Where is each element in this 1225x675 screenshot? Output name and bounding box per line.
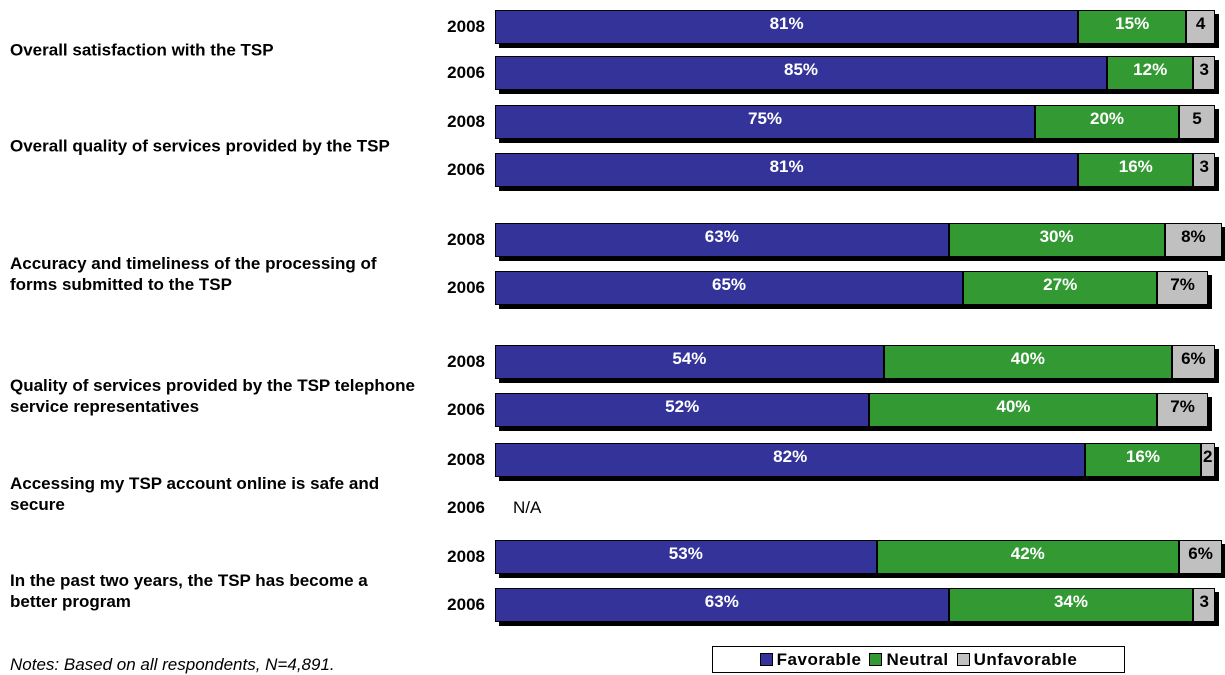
value-label: 81% [769, 157, 804, 176]
legend-swatch [759, 653, 773, 666]
bar-segment [495, 345, 884, 379]
value-label: 40% [1010, 349, 1045, 368]
legend-swatch [869, 653, 883, 666]
year-label: 2006 [447, 595, 485, 614]
bar-segment [1078, 10, 1187, 44]
value-label: 54% [672, 349, 707, 368]
legend-swatch [956, 653, 970, 666]
value-label: 65% [711, 275, 747, 294]
value-label: 20% [1089, 109, 1125, 128]
year-label: 2006 [447, 160, 485, 179]
legend: Favorable Neutral Unfavorable [712, 646, 1125, 673]
value-label: 63% [704, 227, 739, 246]
group-label: In the past two years, the TSP has becom… [10, 571, 368, 611]
bar-segment [495, 271, 963, 305]
legend-item: Neutral [869, 650, 948, 670]
value-label: 6% [1188, 544, 1213, 563]
bar-segment [1193, 588, 1215, 622]
value-label: 2 [1203, 447, 1213, 466]
year-label: 2006 [447, 278, 485, 297]
value-label: 27% [1043, 275, 1078, 294]
group-label: Accuracy and timeliness of the processin… [10, 254, 377, 294]
bar-segment [495, 10, 1079, 44]
value-label: 53% [668, 544, 703, 563]
bar-segment [495, 540, 877, 574]
bar-segment [883, 345, 1172, 379]
value-label: 52% [665, 397, 700, 416]
value-label: 8% [1181, 227, 1206, 246]
year-label: 2006 [447, 400, 485, 419]
year-label: 2008 [447, 230, 485, 249]
value-label: 3 [1199, 157, 1209, 176]
value-label: 16% [1118, 157, 1153, 176]
value-label: 6% [1181, 349, 1206, 368]
group-label: Overall satisfaction with the TSP [10, 40, 274, 60]
bar-segment [495, 443, 1086, 477]
bar-segment [495, 153, 1079, 187]
bar-segment [963, 271, 1158, 305]
value-label: 3 [1199, 592, 1209, 611]
group-label: Quality of services provided by the TSP … [10, 376, 415, 416]
year-label: 2008 [447, 17, 485, 36]
value-label: 85% [783, 60, 819, 79]
bar-segment [1157, 393, 1208, 427]
value-label: 40% [996, 397, 1031, 416]
bar-segment [1193, 153, 1215, 187]
value-label: 12% [1133, 60, 1168, 79]
bar-segment [495, 56, 1107, 90]
bar-segment [1200, 443, 1215, 477]
year-label: 2006 [447, 498, 485, 517]
legend-label: Unfavorable [973, 649, 1078, 669]
bar-segment [1179, 105, 1215, 139]
bar-segment [1035, 105, 1179, 139]
value-label: 5 [1192, 109, 1202, 128]
group-label: Accessing my TSP account online is safe … [10, 474, 380, 514]
bar-segment [948, 223, 1165, 257]
value-label: 3 [1199, 60, 1209, 79]
bar-segment [1078, 153, 1194, 187]
year-label: 2008 [447, 352, 485, 371]
bar-segment [1179, 540, 1223, 574]
bar-segment [495, 393, 870, 427]
value-label: 34% [1053, 592, 1088, 611]
year-label: 2008 [447, 547, 485, 566]
value-label: 75% [747, 109, 783, 128]
value-label: 82% [773, 447, 808, 466]
value-label: 16% [1125, 447, 1160, 466]
value-label: 42% [1010, 544, 1045, 563]
year-label: 2008 [447, 450, 485, 469]
na-label: N/A [513, 498, 542, 517]
year-label: 2006 [447, 63, 485, 82]
value-label: 63% [704, 592, 739, 611]
year-label: 2008 [447, 112, 485, 131]
value-label: 15% [1115, 14, 1150, 33]
bar-segment [1171, 345, 1215, 379]
bar-segment [1107, 56, 1194, 90]
bar-segment [869, 393, 1158, 427]
value-label: 4 [1195, 14, 1206, 33]
bar-segment [495, 223, 949, 257]
legend-label: Neutral [886, 649, 949, 669]
bar-segment [876, 540, 1179, 574]
bar-segment [495, 105, 1035, 139]
bar-segment [1193, 56, 1215, 90]
legend-item: Favorable [759, 649, 862, 670]
bar-segment [948, 588, 1194, 622]
bar-segment [1164, 223, 1223, 257]
value-label: 7% [1170, 275, 1195, 294]
legend-item: Unfavorable [956, 649, 1078, 670]
bar-segment [1085, 443, 1201, 477]
value-label: 7% [1170, 397, 1195, 416]
value-label: 30% [1039, 227, 1074, 246]
note: Notes: Based on all respondents, N=4,891… [10, 655, 335, 674]
bar-segment [1157, 271, 1208, 305]
bar-segment [1186, 10, 1215, 44]
value-label: 81% [769, 14, 804, 33]
group-label: Overall quality of services provided by … [10, 136, 390, 156]
legend-label: Favorable [776, 649, 862, 669]
bar-segment [495, 588, 949, 622]
